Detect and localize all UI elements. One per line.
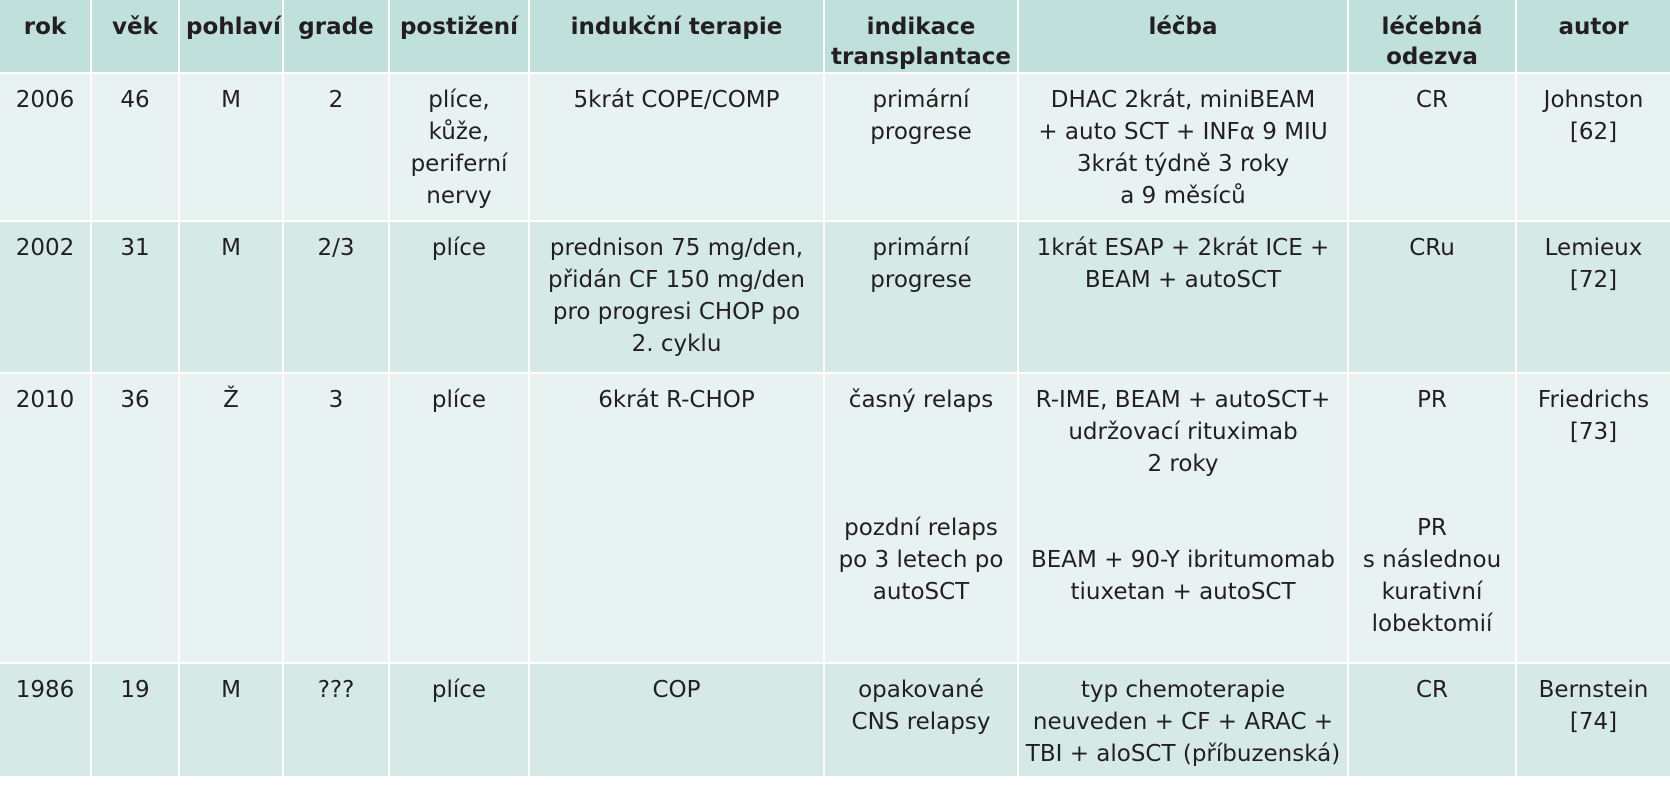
cell-odezva: CRu bbox=[1348, 221, 1517, 374]
cell-grade: 3 bbox=[283, 373, 390, 664]
cell-lecba: DHAC 2krát, miniBEAM + auto SCT + INFα 9… bbox=[1018, 73, 1349, 222]
header-rok: rok bbox=[0, 0, 92, 74]
cell-odezva: CR bbox=[1348, 73, 1517, 222]
cell-autor: Bernstein [74] bbox=[1516, 663, 1670, 778]
cell-postizeni: plíce bbox=[389, 221, 530, 374]
cell-lecba: R-IME, BEAM + autoSCT+ udržovací rituxim… bbox=[1018, 373, 1349, 664]
header-indukcni-terapie: indukční terapie bbox=[529, 0, 825, 74]
cell-indikace: primární progrese bbox=[824, 221, 1019, 374]
header-indikace: indikace transplantace bbox=[824, 0, 1019, 74]
cell-indukcni-terapie: 6krát R-CHOP bbox=[529, 373, 825, 664]
cell-odezva: PR PR s následnou kurativní lobektomií bbox=[1348, 373, 1517, 664]
cell-rok: 2002 bbox=[0, 221, 92, 374]
cell-pohlavi: M bbox=[179, 663, 284, 778]
cell-vek: 19 bbox=[91, 663, 180, 778]
cell-rok: 1986 bbox=[0, 663, 92, 778]
cell-grade: 2/3 bbox=[283, 221, 390, 374]
cell-vek: 31 bbox=[91, 221, 180, 374]
cell-grade: 2 bbox=[283, 73, 390, 222]
cell-pohlavi: Ž bbox=[179, 373, 284, 664]
lecba-entry: R-IME, BEAM + autoSCT+ udržovací rituxim… bbox=[1035, 387, 1331, 477]
cell-postizeni: plíce bbox=[389, 663, 530, 778]
cell-lecba: typ chemoterapie neuveden + CF + ARAC + … bbox=[1018, 663, 1349, 778]
table-row: 2002 31 M 2/3 plíce prednison 75 mg/den,… bbox=[0, 221, 1670, 374]
indikace-entry: pozdní relaps po 3 letech po autoSCT bbox=[838, 515, 1004, 605]
cell-vek: 46 bbox=[91, 73, 180, 222]
lecba-entry: BEAM + 90-Y ibritumomab tiuxetan + autoS… bbox=[1031, 547, 1335, 605]
odezva-entry: PR bbox=[1417, 387, 1447, 413]
cell-grade: ??? bbox=[283, 663, 390, 778]
cell-indikace: primární progrese bbox=[824, 73, 1019, 222]
cell-indukcni-terapie: prednison 75 mg/den, přidán CF 150 mg/de… bbox=[529, 221, 825, 374]
cell-indukcni-terapie: 5krát COPE/COMP bbox=[529, 73, 825, 222]
cell-autor: Lemieux [72] bbox=[1516, 221, 1670, 374]
cell-indikace: časný relaps pozdní relaps po 3 letech po… bbox=[824, 373, 1019, 664]
cell-indukcni-terapie: COP bbox=[529, 663, 825, 778]
header-autor: autor bbox=[1516, 0, 1670, 74]
table-row: 1986 19 M ??? plíce COP opakované CNS re… bbox=[0, 663, 1670, 778]
cell-postizeni: plíce, kůže, periferní nervy bbox=[389, 73, 530, 222]
header-grade: grade bbox=[283, 0, 390, 74]
table-row: 2006 46 M 2 plíce, kůže, periferní nervy… bbox=[0, 73, 1670, 222]
cell-indikace: opakované CNS relapsy bbox=[824, 663, 1019, 778]
cell-pohlavi: M bbox=[179, 221, 284, 374]
indikace-entry: časný relaps bbox=[848, 387, 994, 413]
cell-rok: 2010 bbox=[0, 373, 92, 664]
cell-autor: Friedrichs [73] bbox=[1516, 373, 1670, 664]
cell-rok: 2006 bbox=[0, 73, 92, 222]
odezva-entry: PR s následnou kurativní lobektomií bbox=[1362, 515, 1502, 637]
cell-pohlavi: M bbox=[179, 73, 284, 222]
header-pohlavi: pohlaví bbox=[179, 0, 284, 74]
cell-postizeni: plíce bbox=[389, 373, 530, 664]
table-row: 2010 36 Ž 3 plíce 6krát R-CHOP časný rel… bbox=[0, 373, 1670, 664]
cell-autor: Johnston [62] bbox=[1516, 73, 1670, 222]
cell-vek: 36 bbox=[91, 373, 180, 664]
header-postizeni: postižení bbox=[389, 0, 530, 74]
header-vek: věk bbox=[91, 0, 180, 74]
header-odezva: léčebná odezva bbox=[1348, 0, 1517, 74]
cell-lecba: 1krát ESAP + 2krát ICE + BEAM + autoSCT bbox=[1018, 221, 1349, 374]
header-lecba: léčba bbox=[1018, 0, 1349, 74]
header-row: rok věk pohlaví grade postižení indukční… bbox=[0, 0, 1670, 74]
transplant-cases-table: rok věk pohlaví grade postižení indukční… bbox=[0, 0, 1670, 778]
cell-odezva: CR bbox=[1348, 663, 1517, 778]
